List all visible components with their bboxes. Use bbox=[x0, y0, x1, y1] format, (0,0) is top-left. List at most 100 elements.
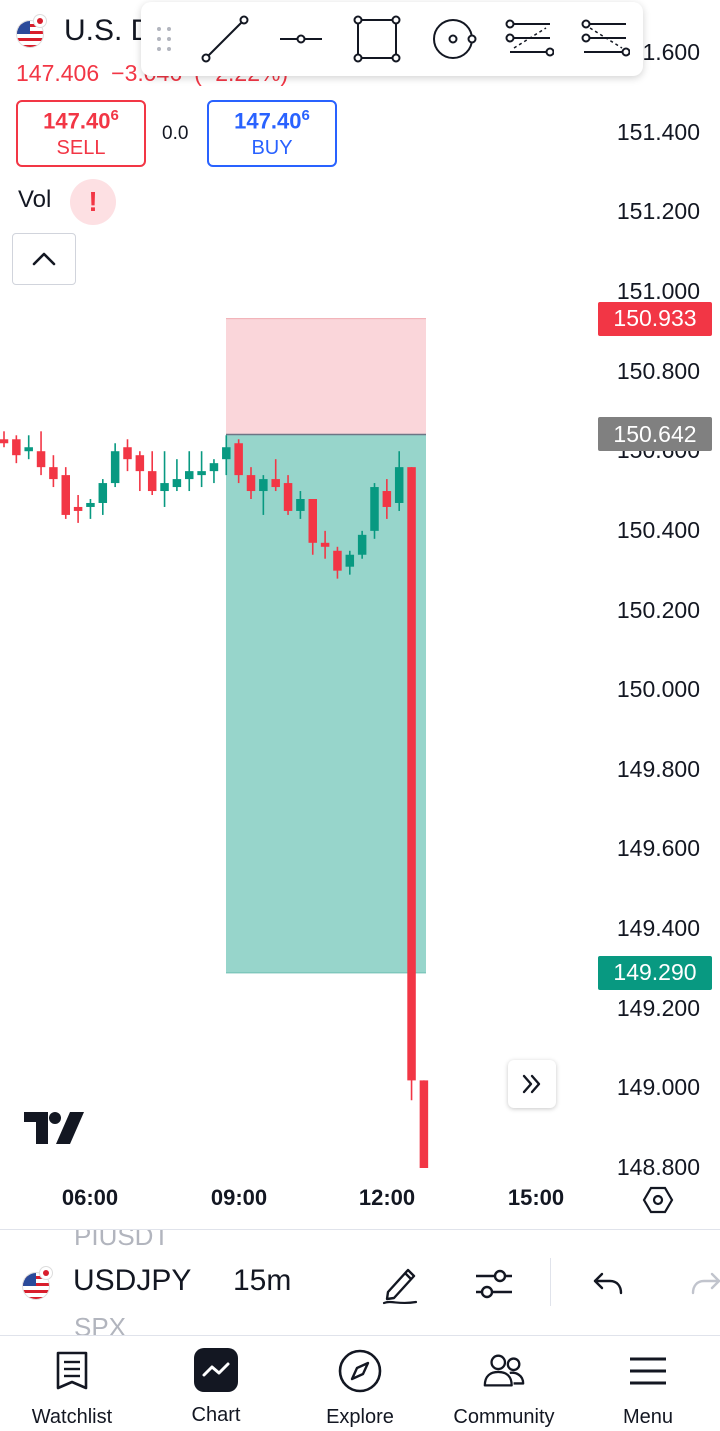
candle-body bbox=[320, 542, 330, 547]
candle-body bbox=[209, 463, 219, 472]
circle-icon[interactable] bbox=[415, 9, 491, 69]
long-position-icon[interactable] bbox=[491, 9, 567, 69]
watchlist-icon bbox=[49, 1348, 95, 1394]
drawing-tools-pencil-icon[interactable] bbox=[374, 1258, 426, 1310]
candle-body bbox=[234, 443, 243, 476]
candle-body bbox=[419, 1080, 429, 1168]
take-profit-zone bbox=[226, 434, 426, 973]
price-axis-label: 151.200 bbox=[616, 198, 700, 225]
interval-selector[interactable]: 15m bbox=[233, 1264, 292, 1297]
candle-body bbox=[222, 447, 231, 460]
buy-label: BUY bbox=[251, 136, 293, 159]
buy-button[interactable]: 147.406 BUY bbox=[207, 100, 337, 167]
nav-item-explore[interactable]: Explore bbox=[288, 1336, 432, 1431]
symbol-header[interactable]: U.S. D bbox=[16, 14, 152, 48]
stop-price-badge: 150.933 bbox=[598, 301, 712, 336]
candle-body bbox=[382, 491, 392, 507]
candle-body bbox=[357, 534, 367, 555]
candle-body bbox=[135, 455, 145, 472]
candle-body bbox=[147, 471, 157, 492]
volume-indicator-label[interactable]: Vol bbox=[18, 186, 52, 213]
stop-loss-zone bbox=[226, 318, 426, 435]
candle-body bbox=[370, 487, 379, 531]
entry-price-badge: 150.642 bbox=[598, 417, 712, 452]
candle-body bbox=[86, 502, 95, 507]
candle-body bbox=[36, 451, 46, 468]
nav-label: Chart bbox=[191, 1404, 241, 1426]
last-price: 147.406 bbox=[16, 60, 100, 86]
candle-body bbox=[407, 467, 416, 1081]
symbol-name[interactable]: U.S. D bbox=[64, 14, 153, 47]
double-chevron-right-icon bbox=[522, 1074, 541, 1094]
candle-body bbox=[283, 483, 293, 511]
candle-body bbox=[123, 447, 132, 460]
chart-area[interactable]: 151.600151.400151.200151.000150.800150.6… bbox=[0, 0, 720, 1228]
community-icon bbox=[481, 1348, 527, 1394]
nav-item-watchlist[interactable]: Watchlist bbox=[0, 1336, 144, 1431]
alert-icon[interactable]: ! bbox=[70, 179, 116, 225]
candle-body bbox=[73, 506, 83, 511]
price-axis-label: 150.800 bbox=[616, 357, 700, 384]
nav-item-chart[interactable]: Chart bbox=[144, 1336, 288, 1431]
nav-item-community[interactable]: Community bbox=[432, 1336, 576, 1431]
price-axis-label: 148.800 bbox=[616, 1154, 700, 1180]
time-label: 06:00 bbox=[61, 1185, 119, 1210]
price-axis-label: 150.000 bbox=[616, 676, 700, 703]
nav-label: Explore bbox=[326, 1406, 394, 1428]
candle-body bbox=[345, 554, 355, 567]
candle-body bbox=[259, 479, 268, 492]
buy-price: 147.406 bbox=[234, 107, 310, 134]
undo-icon[interactable] bbox=[582, 1258, 634, 1310]
sell-label: SELL bbox=[56, 136, 106, 159]
drag-handle-icon[interactable] bbox=[141, 25, 187, 53]
candle-body bbox=[110, 451, 120, 484]
price-axis-label: 150.200 bbox=[616, 596, 700, 623]
tradingview-logo bbox=[22, 1110, 86, 1146]
nav-label: Watchlist bbox=[31, 1406, 113, 1428]
horizontal-ray-icon[interactable] bbox=[263, 9, 339, 69]
price-axis-label: 149.400 bbox=[616, 915, 700, 942]
ghost-symbol-below: SPX bbox=[74, 1312, 127, 1335]
us-flag-icon bbox=[16, 14, 47, 48]
redo-icon[interactable] bbox=[680, 1258, 720, 1310]
short-position-icon[interactable] bbox=[567, 9, 643, 69]
bottom-navigation[interactable]: Watchlist Chart Explore Community bbox=[0, 1335, 720, 1431]
candle-body bbox=[12, 439, 21, 456]
compass-icon bbox=[337, 1348, 383, 1394]
sell-price: 147.406 bbox=[43, 107, 119, 134]
chevron-up-icon bbox=[32, 252, 56, 266]
indicators-settings-icon[interactable] bbox=[468, 1258, 520, 1310]
price-chart[interactable] bbox=[0, 0, 720, 1170]
target-price-badge: 149.290 bbox=[598, 955, 712, 990]
candle-body bbox=[49, 467, 58, 480]
candle-body bbox=[24, 447, 33, 452]
candle-body bbox=[98, 483, 108, 503]
symbol-selector[interactable]: USDJPY bbox=[73, 1264, 192, 1297]
time-axis-settings-icon[interactable] bbox=[642, 1184, 674, 1216]
nav-item-menu[interactable]: Menu bbox=[576, 1336, 720, 1431]
trend-line-icon[interactable] bbox=[187, 9, 263, 69]
candle-body bbox=[172, 479, 182, 488]
ghost-symbol-above: PIUSDT bbox=[74, 1229, 170, 1251]
sell-button[interactable]: 147.406 SELL bbox=[16, 100, 146, 167]
candle-body bbox=[61, 475, 70, 515]
candle-body bbox=[246, 475, 256, 492]
candle-body bbox=[308, 499, 317, 543]
price-axis-label: 150.400 bbox=[616, 516, 700, 543]
scroll-to-realtime-button[interactable] bbox=[508, 1060, 556, 1108]
candle-body bbox=[333, 550, 342, 571]
bottom-toolbar[interactable]: PIUSDT USDJPY 15m SPX bbox=[0, 1229, 720, 1335]
candle-body bbox=[160, 483, 169, 492]
rectangle-icon[interactable] bbox=[339, 9, 415, 69]
price-axis-label: 151.400 bbox=[616, 118, 700, 145]
price-axis-label: 149.200 bbox=[616, 994, 700, 1021]
candle-body bbox=[185, 471, 194, 480]
candle-body bbox=[0, 439, 9, 444]
candle-body bbox=[271, 479, 280, 488]
price-axis-label: 149.000 bbox=[616, 1074, 700, 1101]
chart-icon bbox=[194, 1348, 238, 1392]
price-axis-label: 149.600 bbox=[616, 835, 700, 862]
collapse-legend-button[interactable] bbox=[12, 233, 76, 285]
drawing-toolbar[interactable] bbox=[141, 2, 643, 76]
nav-label: Menu bbox=[622, 1406, 674, 1428]
